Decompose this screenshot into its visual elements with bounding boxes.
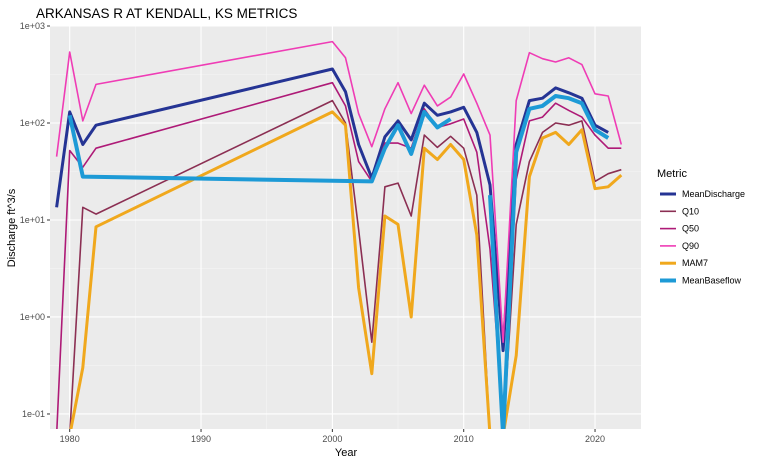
plot-panel (50, 26, 641, 429)
legend-label: MeanBaseflow (682, 276, 742, 286)
y-axis-title: Discharge ft^3/s (6, 188, 18, 267)
x-axis: 1980 1990 2000 2010 2020 (60, 429, 605, 444)
legend-label: Q10 (682, 206, 699, 216)
x-tick-label: 2010 (454, 434, 474, 444)
series-line-mam7 (69, 110, 623, 429)
legend-label: MeanDischarge (682, 189, 745, 199)
legend-label: Q50 (682, 224, 699, 234)
legend-label: MAM7 (682, 258, 708, 268)
x-axis-title: Year (335, 447, 358, 459)
y-tick-label: 1e+01 (20, 215, 45, 225)
legend-title: Metric (657, 168, 687, 180)
y-tick-label: 1e+03 (20, 21, 45, 31)
x-tick-label: 2000 (322, 434, 342, 444)
y-axis: 1e-01 1e+00 1e+01 1e+02 1e+03 (20, 21, 50, 419)
series-lines (55, 40, 623, 429)
y-tick-label: 1e-01 (22, 409, 45, 419)
y-tick-label: 1e+02 (20, 118, 45, 128)
legend-label: Q90 (682, 241, 699, 251)
x-tick-label: 2020 (585, 434, 605, 444)
legend: Metric MeanDischarge Q10 Q50 Q90 MAM7 MeanBas… (657, 168, 745, 286)
chart-title: ARKANSAS R AT KENDALL, KS METRICS (36, 6, 297, 21)
series-line-meandischarge (55, 67, 609, 353)
series-line-q90 (55, 40, 623, 343)
series-line-meanbaseflow (67, 94, 610, 429)
series-line-q50 (56, 81, 622, 429)
x-tick-label: 1990 (191, 434, 211, 444)
y-tick-label: 1e+00 (20, 312, 45, 322)
series-line-q10 (69, 99, 622, 429)
x-tick-label: 1980 (60, 434, 80, 444)
